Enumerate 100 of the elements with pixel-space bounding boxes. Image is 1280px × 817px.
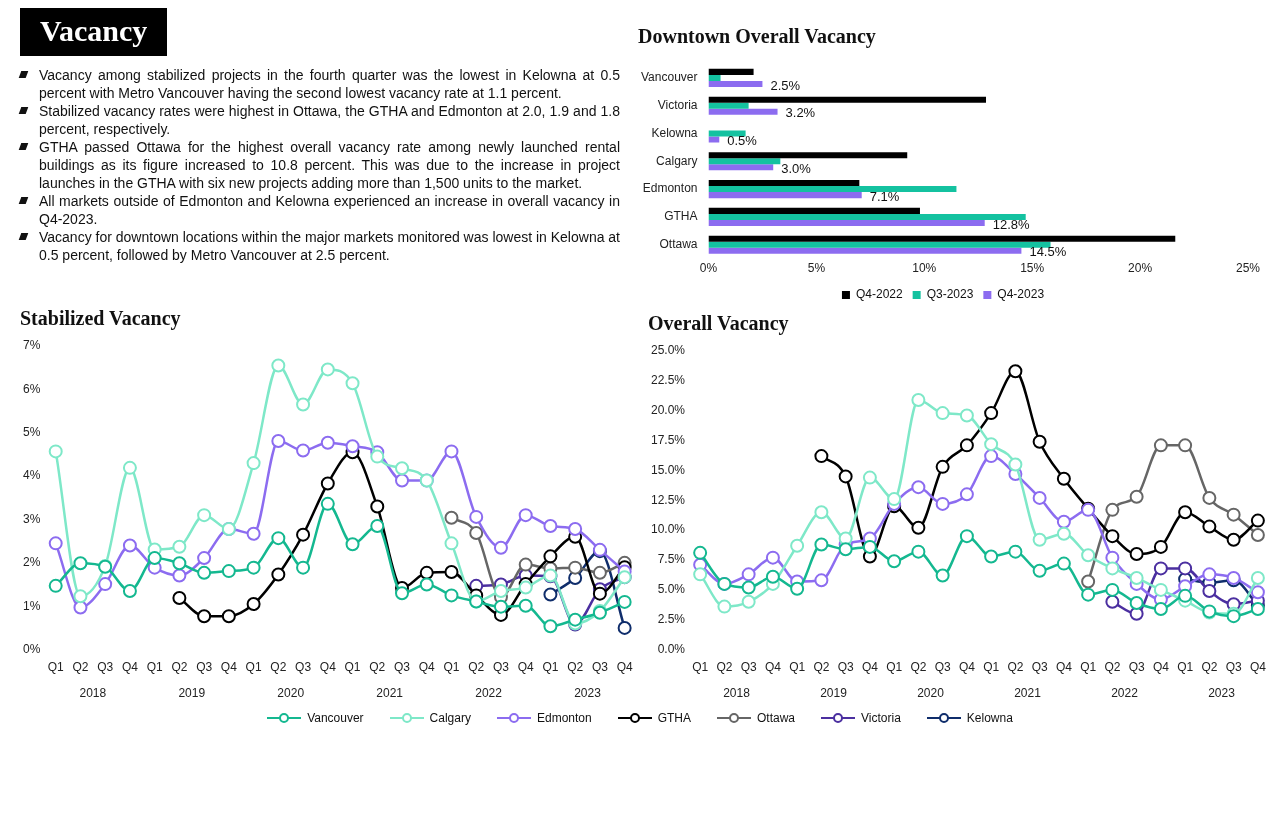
- x-tick-label: Q4: [517, 660, 535, 675]
- data-label: 12.8%: [992, 216, 1031, 232]
- x-tick-label: Q3: [492, 660, 510, 675]
- x-tick-label: Q4: [418, 660, 436, 675]
- legend-label: Victoria: [861, 711, 901, 725]
- y-tick-label: 17.5%: [650, 432, 686, 447]
- x-tick-label: Q1: [542, 660, 559, 675]
- y-tick-label: 7%: [23, 338, 41, 353]
- data-label: 14.5%: [1029, 244, 1067, 260]
- x-tick-label: Q2: [468, 660, 485, 675]
- x-tick-label: Q2: [72, 660, 89, 675]
- x-tick-label: Q2: [1007, 660, 1024, 675]
- x-tick-label: 15%: [1020, 261, 1045, 276]
- x-tick-label: Q1: [1177, 660, 1194, 675]
- y-tick-label: 12.5%: [650, 492, 686, 507]
- text: Vacancy for downtown locations within the major markets monitored was lowest in Kelowna at 0.5 percent, followed by Metro Vancouver at 2.5 percent.: [39, 228, 621, 264]
- x-tick-label: Q4: [616, 660, 633, 675]
- y-tick-label: Edmonton: [642, 181, 698, 196]
- y-tick-label: Calgary: [656, 153, 698, 168]
- x-tick-label: Q2: [910, 660, 927, 675]
- x-tick-label: Q4: [764, 660, 782, 675]
- data-label: 3.2%: [785, 105, 816, 121]
- data-label: 3.0%: [781, 160, 812, 176]
- x-tick-label: Q3: [1128, 660, 1145, 675]
- text: 2019: [820, 686, 848, 701]
- x-tick-label: Q3: [394, 660, 411, 675]
- x-tick-label: Q2: [171, 660, 188, 675]
- data-label: 2.5%: [770, 77, 801, 93]
- x-tick-label: Q4: [319, 660, 337, 675]
- legend-label: Vancouver: [307, 711, 364, 725]
- text: GTHA passed Ottawa for the highest overall vacancy rate among newly launched rental buildings as its figure increased to 10.8 percent. This was due to the increase in project launches in the GTHA with six new projects adding more than 1,500 units to the market.: [39, 138, 620, 192]
- x-tick-label: Q4: [958, 660, 976, 675]
- x-tick-label: Q2: [567, 660, 584, 675]
- legend-label: Kelowna: [966, 711, 1013, 725]
- text: Vacancy: [20, 8, 168, 56]
- y-tick-label: 5%: [23, 425, 41, 440]
- y-tick-label: Ottawa: [659, 237, 698, 252]
- y-tick-label: 22.5%: [650, 373, 686, 388]
- x-tick-label: Q2: [369, 660, 386, 675]
- x-tick-label: Q2: [716, 660, 733, 675]
- x-tick-label: Q4: [861, 660, 879, 675]
- y-tick-label: 3%: [23, 511, 41, 526]
- y-tick-label: 0%: [23, 641, 41, 656]
- x-tick-label: Q1: [245, 660, 262, 675]
- x-tick-label: Q1: [886, 660, 903, 675]
- text: 2019: [178, 686, 206, 701]
- text: All markets outside of Edmonton and Kelowna experienced an increase in overall vacancy in Q4-2023.: [39, 192, 620, 228]
- legend-label: Ottawa: [757, 711, 796, 725]
- text: 2021: [1014, 686, 1042, 701]
- x-tick-label: 25%: [1235, 261, 1261, 276]
- x-tick-label: Q1: [344, 660, 361, 675]
- legend-label: Edmonton: [536, 711, 592, 725]
- legend-label: Calgary: [429, 711, 471, 725]
- x-tick-label: Q1: [789, 660, 806, 675]
- x-tick-label: Q3: [837, 660, 854, 675]
- y-tick-label: GTHA: [664, 209, 698, 224]
- legend-label: Q4-2023: [997, 287, 1045, 302]
- text: 2022: [475, 686, 503, 701]
- text: 2020: [917, 686, 945, 701]
- x-tick-label: Q1: [983, 660, 1000, 675]
- text: Stabilized vacancy rates were highest in Ottawa, the GTHA and Edmonton at 2.0, 1.9 and 1.8 percent, respectively.: [39, 102, 620, 138]
- y-tick-label: Victoria: [657, 98, 698, 113]
- text: 2022: [1111, 686, 1139, 701]
- x-tick-label: Q3: [196, 660, 213, 675]
- x-tick-label: Q1: [47, 660, 65, 675]
- x-tick-label: 0%: [699, 261, 718, 276]
- y-tick-label: 7.5%: [657, 552, 686, 567]
- x-tick-label: Q4: [220, 660, 238, 675]
- x-tick-label: Q2: [813, 660, 830, 675]
- legend-label: Q3-2023: [926, 287, 974, 302]
- y-tick-label: 5.0%: [657, 582, 686, 597]
- x-tick-label: Q3: [97, 660, 114, 675]
- y-tick-label: 2.5%: [657, 612, 686, 627]
- x-tick-label: Q4: [121, 660, 139, 675]
- text: 2018: [79, 686, 107, 701]
- x-tick-label: Q1: [443, 660, 460, 675]
- x-tick-label: Q2: [270, 660, 287, 675]
- text: 2021: [376, 686, 404, 701]
- x-tick-label: 20%: [1128, 261, 1153, 276]
- y-tick-label: 6%: [23, 381, 41, 396]
- x-tick-label: Q4: [1055, 660, 1073, 675]
- text: 2020: [277, 686, 305, 701]
- y-tick-label: 0.0%: [657, 641, 686, 656]
- x-tick-label: Q3: [1031, 660, 1048, 675]
- y-tick-label: 20.0%: [650, 403, 686, 418]
- x-tick-label: 10%: [912, 261, 937, 276]
- x-tick-label: 5%: [807, 261, 826, 276]
- y-tick-label: 2%: [23, 555, 41, 570]
- text: 2023: [1208, 686, 1236, 701]
- y-tick-label: Kelowna: [651, 125, 698, 140]
- x-tick-label: Q2: [1104, 660, 1121, 675]
- data-label: 0.5%: [727, 133, 758, 149]
- text: 2023: [574, 686, 602, 701]
- x-tick-label: Q4: [1152, 660, 1170, 675]
- x-tick-label: Q3: [295, 660, 312, 675]
- legend-label: Q4-2022: [855, 287, 903, 302]
- x-tick-label: Q3: [1225, 660, 1242, 675]
- y-tick-label: 10.0%: [650, 522, 686, 537]
- chart-title: Downtown Overall Vacancy: [638, 25, 876, 49]
- y-tick-label: 15.0%: [650, 462, 686, 477]
